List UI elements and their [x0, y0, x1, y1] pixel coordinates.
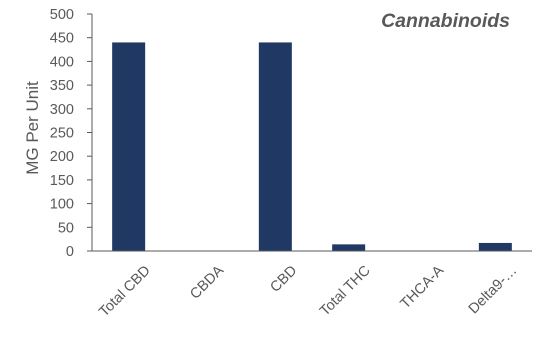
y-tick-label: 300: [50, 102, 74, 118]
x-tick-label: Total THC: [317, 263, 374, 320]
y-tick-label: 250: [50, 126, 74, 142]
bars: [112, 42, 512, 251]
bar: [259, 42, 292, 251]
y-tick-label: 150: [50, 173, 74, 189]
y-tick-label: 350: [50, 78, 74, 94]
bar: [112, 42, 145, 251]
x-tick-label: Delta9-…: [466, 263, 521, 318]
bar: [332, 244, 365, 251]
y-tick-label: 400: [50, 54, 74, 70]
y-tick-label: 100: [50, 197, 74, 213]
y-tick-label: 500: [50, 7, 74, 23]
bar: [479, 243, 512, 251]
y-tick-label: 50: [58, 220, 74, 236]
x-tick-label: CBD: [267, 263, 300, 296]
x-tick-label: THCA-A: [398, 262, 448, 312]
y-tick-label: 0: [66, 244, 74, 260]
x-tick-label: CBDA: [187, 262, 227, 302]
chart-title: Cannabinoids: [381, 10, 510, 32]
y-axis-title: MG Per Unit: [23, 81, 42, 175]
y-axis: 0 50 100 150 200 250 300 350 400 450 500: [50, 7, 92, 260]
x-tick-label: Total CBD: [96, 263, 153, 320]
y-tick-label: 450: [50, 31, 74, 47]
x-axis: Total CBD CBDA CBD Total THC THCA-A Delta9-…: [96, 262, 520, 320]
y-tick-label: 200: [50, 149, 74, 165]
